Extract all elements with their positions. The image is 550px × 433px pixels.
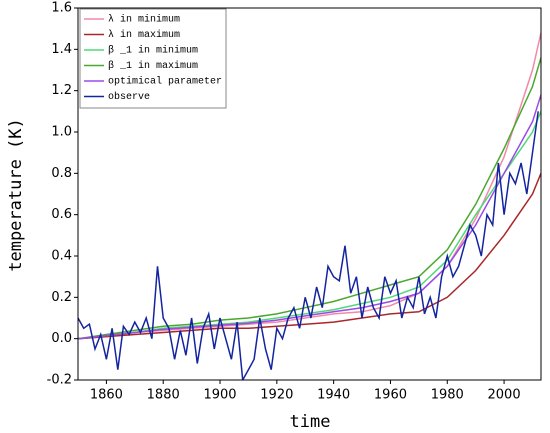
x-tick-label: 1900 <box>203 388 236 403</box>
legend-label: λ in minimum <box>108 14 180 26</box>
x-tick-label: 2000 <box>488 388 521 403</box>
y-tick-label: -0.2 <box>47 373 72 388</box>
y-tick-label: 1.6 <box>51 1 72 16</box>
legend-label: β _1 in minimum <box>108 45 198 57</box>
series-line <box>78 57 541 340</box>
y-axis-label: temperature (K) <box>6 118 26 272</box>
x-tick-label: 1880 <box>147 388 180 403</box>
y-tick-label: 0.2 <box>51 290 72 305</box>
y-tick-label: 1.4 <box>51 42 72 57</box>
plot-frame <box>77 7 542 381</box>
x-tick-label: 1920 <box>260 388 293 403</box>
x-tick-label: 1980 <box>431 388 464 403</box>
x-axis-label: time <box>290 412 331 432</box>
series-line <box>78 94 541 340</box>
series-line <box>78 111 541 340</box>
x-tick-label: 1960 <box>374 388 407 403</box>
legend-label: β _1 in maximum <box>108 60 198 72</box>
y-tick-label: 0.0 <box>51 331 72 346</box>
y-tick-label: 1.0 <box>51 125 72 140</box>
series-line <box>78 111 539 380</box>
y-tick-label: 1.2 <box>51 83 72 98</box>
y-tick-label: 0.6 <box>51 207 72 222</box>
x-tick-label: 1940 <box>317 388 350 403</box>
x-tick-label: 1860 <box>90 388 123 403</box>
y-tick-label: 0.4 <box>51 249 72 264</box>
series-line <box>78 173 541 340</box>
legend-label: λ in maximum <box>108 29 180 41</box>
legend-label: observe <box>108 91 150 103</box>
legend-box <box>79 8 227 109</box>
y-tick-label: 0.8 <box>51 166 72 181</box>
legend-label: optimical parameter <box>108 76 222 88</box>
